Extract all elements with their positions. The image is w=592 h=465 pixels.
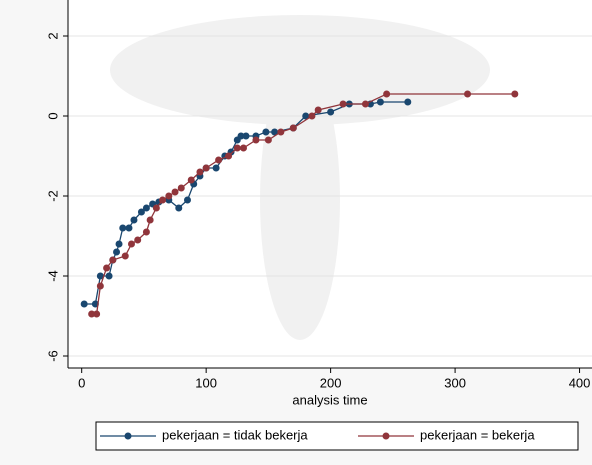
legend-label: pekerjaan = bekerja [420,427,535,442]
marker [464,90,472,98]
marker [171,188,179,196]
marker [183,196,191,204]
marker [262,128,270,136]
marker [308,112,316,120]
y-tick-label: -2 [45,190,60,202]
marker [109,256,117,264]
marker [225,152,233,160]
marker [376,98,384,106]
marker [127,240,135,248]
y-tick-label: 2 [45,32,60,39]
marker [511,90,519,98]
legend-box [95,421,579,451]
marker [142,228,150,236]
marker [96,282,104,290]
marker [137,208,145,216]
y-tick-label: -6 [45,350,60,362]
x-tick-label: 400 [569,375,591,390]
marker [196,168,204,176]
x-tick-label: 200 [320,375,342,390]
marker [202,164,210,172]
marker [93,310,101,318]
marker [103,264,111,272]
x-axis-title: analysis time [292,392,367,407]
y-tick-label: 0 [45,112,60,119]
marker [215,156,223,164]
marker [327,108,335,116]
marker [277,128,285,136]
marker [165,192,173,200]
marker [177,184,185,192]
marker [314,106,322,114]
marker [115,240,123,248]
marker [134,236,142,244]
y-tick-label: -4 [45,270,60,282]
marker [142,204,150,212]
legend-marker [124,432,132,440]
marker [152,204,160,212]
marker [242,132,250,140]
marker [187,176,195,184]
x-tick-label: 0 [78,375,85,390]
marker [237,132,245,140]
marker [80,300,88,308]
x-tick-label: 300 [444,375,466,390]
marker [302,112,310,120]
marker [175,204,183,212]
marker [88,310,96,318]
legend-label: pekerjaan = tidak bekerja [162,427,308,442]
legend-marker [382,432,390,440]
marker [212,164,220,172]
marker [233,144,241,152]
marker [264,136,272,144]
marker [125,224,133,232]
marker [113,248,121,256]
marker [130,216,138,224]
marker [404,98,412,106]
marker [339,100,347,108]
marker [239,144,247,152]
marker [146,216,154,224]
marker [289,124,297,132]
marker [361,100,369,108]
marker [383,90,391,98]
marker [159,196,167,204]
marker [105,272,113,280]
marker [119,224,127,232]
marker [252,136,260,144]
x-tick-label: 100 [195,375,217,390]
marker [271,128,279,136]
marker [121,252,129,260]
marker [96,272,104,280]
